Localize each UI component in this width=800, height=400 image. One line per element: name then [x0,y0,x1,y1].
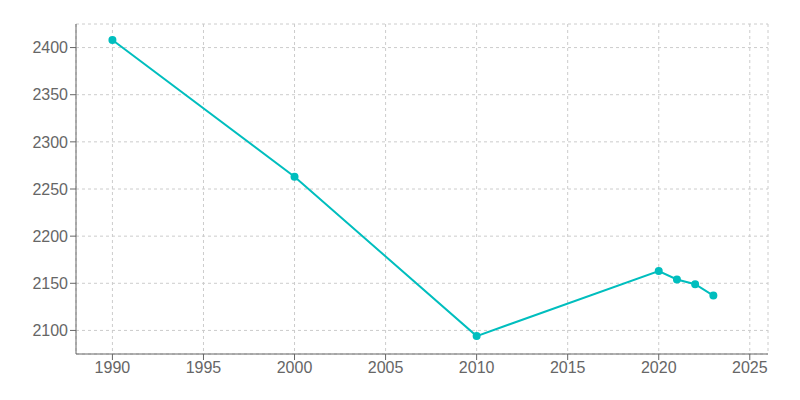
svg-text:2015: 2015 [550,359,586,376]
svg-text:2250: 2250 [32,181,68,198]
svg-text:2005: 2005 [368,359,404,376]
svg-text:2025: 2025 [732,359,768,376]
svg-text:2400: 2400 [32,39,68,56]
svg-text:2150: 2150 [32,275,68,292]
svg-text:2010: 2010 [459,359,495,376]
svg-text:2020: 2020 [641,359,677,376]
svg-text:2200: 2200 [32,228,68,245]
svg-text:2100: 2100 [32,322,68,339]
svg-text:1995: 1995 [186,359,222,376]
svg-text:1990: 1990 [95,359,131,376]
svg-text:2300: 2300 [32,134,68,151]
svg-text:2350: 2350 [32,86,68,103]
svg-text:2000: 2000 [277,359,313,376]
